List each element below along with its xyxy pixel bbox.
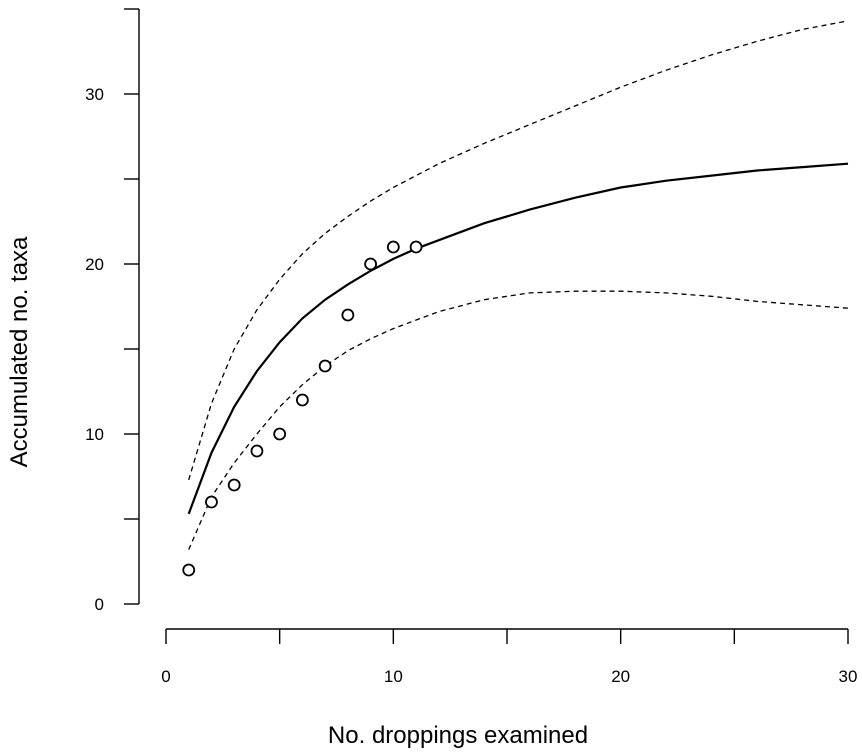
data-point — [227, 478, 241, 492]
x-tick-label: 0 — [161, 667, 170, 686]
y-axis-title: Accumulated no. taxa — [6, 236, 33, 467]
data-point — [273, 427, 287, 441]
confidence-bound-curve — [188, 290, 849, 550]
curves — [187, 20, 849, 550]
data-point — [341, 308, 355, 322]
x-axis: 0 10 20 30 — [161, 628, 858, 686]
data-point — [409, 240, 423, 254]
data-point — [182, 563, 196, 577]
x-tick-label: 30 — [839, 667, 858, 686]
y-axis: 0 10 20 30 — [85, 8, 140, 614]
confidence-bound-curve — [188, 20, 849, 481]
data-point — [205, 495, 218, 509]
y-tick-label: 20 — [85, 255, 104, 274]
x-tick-label: 10 — [384, 667, 403, 686]
data-point — [295, 393, 309, 407]
data-points — [182, 240, 423, 577]
data-point — [318, 359, 332, 373]
x-axis-title: No. droppings examined — [328, 722, 588, 749]
y-tick-label: 30 — [85, 85, 104, 104]
data-point — [386, 240, 400, 254]
x-tick-label: 20 — [611, 667, 630, 686]
data-point — [250, 444, 264, 458]
fitted-curve — [187, 162, 849, 515]
y-tick-label: 10 — [85, 425, 104, 444]
y-tick-label: 0 — [95, 595, 104, 614]
data-point — [364, 257, 378, 271]
